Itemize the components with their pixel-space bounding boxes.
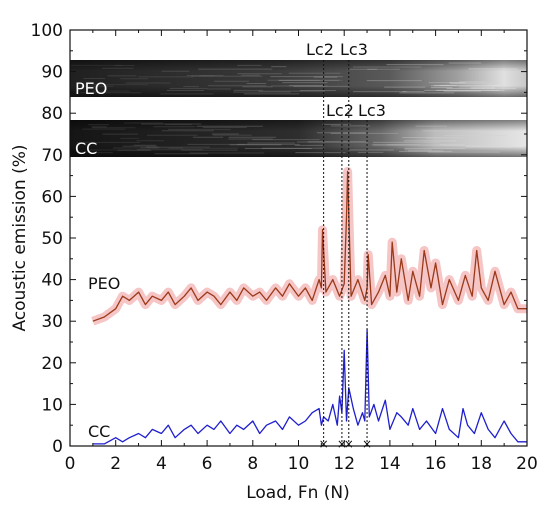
series-group [91, 166, 527, 445]
x-tick-label: 10 [288, 454, 310, 474]
x-tick-label: 14 [379, 454, 401, 474]
cc-strip-shade [70, 120, 527, 157]
lc3-mid-label: Lc3 [358, 101, 386, 120]
strip-peo-label: PEO [75, 79, 107, 98]
x-axis: 0 2 4 6 8 10 12 14 16 18 20 [65, 30, 538, 474]
y-tick-label: 70 [41, 146, 63, 166]
critical-load-marker: × [337, 437, 347, 451]
x-axis-title: Load, Fn (N) [246, 483, 350, 503]
y-tick-label: 20 [41, 354, 63, 374]
strip-texture [70, 62, 524, 155]
y-tick-label: 0 [52, 437, 63, 457]
x-tick-label: 0 [65, 454, 76, 474]
y-tick-label: 100 [31, 21, 63, 41]
y-tick-label: 50 [41, 229, 63, 249]
lc2-top-label: Lc2 [306, 40, 334, 59]
x-tick-label: 20 [516, 454, 538, 474]
lc2-mid-label: Lc2 [326, 101, 354, 120]
critical-load-marker: × [319, 437, 329, 451]
y-tick-label: 60 [41, 187, 63, 207]
x-tick-label: 4 [156, 454, 167, 474]
strip-cc-label: CC [75, 139, 97, 158]
x-tick-label: 18 [470, 454, 492, 474]
y-axis-title: Acoustic emission (%) [10, 144, 30, 331]
critical-load-marker: × [344, 437, 354, 451]
scratch-track-images: PEO CC [70, 60, 527, 158]
x-tick-label: 6 [202, 454, 213, 474]
y-tick-label: 90 [41, 63, 63, 83]
lc3-top-label: Lc3 [340, 40, 368, 59]
peo-strip-shade [70, 60, 527, 97]
x-tick-label: 16 [425, 454, 447, 474]
y-tick-label: 10 [41, 395, 63, 415]
cc-series-label: CC [88, 422, 110, 441]
cc-series-line [92, 328, 527, 445]
y-tick-label: 40 [41, 271, 63, 291]
y-tick-label: 30 [41, 312, 63, 332]
x-tick-label: 8 [247, 454, 258, 474]
x-tick-label: 2 [110, 454, 121, 474]
y-tick-label: 80 [41, 104, 63, 124]
y-axis: 0 10 20 30 40 50 60 70 80 90 100 [31, 21, 527, 457]
peo-series-line [92, 170, 527, 322]
peo-series-label: PEO [88, 274, 120, 293]
x-tick-label: 12 [333, 454, 355, 474]
